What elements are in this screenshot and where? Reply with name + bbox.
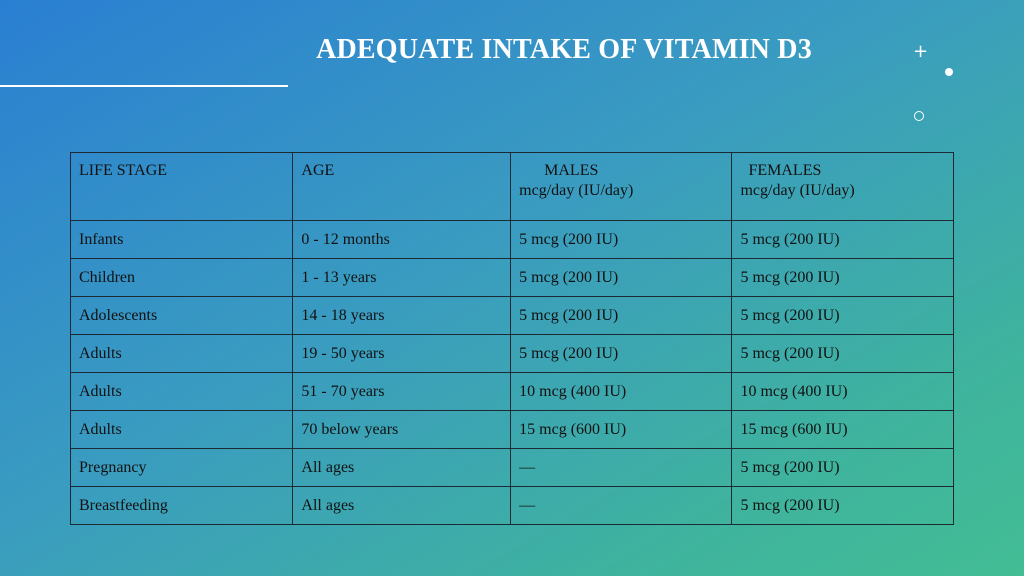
header-life-stage: LIFE STAGE (69, 152, 294, 221)
cell-life-stage: Breastfeeding (69, 486, 294, 525)
cell-age: 51 - 70 years (292, 372, 512, 411)
vitamin-d3-intake-table: LIFE STAGE AGE MALES mcg/day (IU/day) FE… (69, 152, 954, 525)
table-header-row: LIFE STAGE AGE MALES mcg/day (IU/day) FE… (69, 152, 954, 221)
cell-females: 5 mcg (200 IU) (731, 258, 954, 297)
table-row: Children 1 - 13 years 5 mcg (200 IU) 5 m… (69, 258, 954, 297)
table-row: Pregnancy All ages — 5 mcg (200 IU) (69, 448, 954, 487)
cell-life-stage: Infants (69, 220, 294, 259)
header-females-unit: mcg/day (IU/day) (740, 182, 855, 199)
table-row: Adolescents 14 - 18 years 5 mcg (200 IU)… (69, 296, 954, 335)
cell-males: 5 mcg (200 IU) (510, 258, 733, 297)
cell-life-stage: Adolescents (69, 296, 294, 335)
cell-females: 5 mcg (200 IU) (731, 486, 954, 525)
header-females: FEMALES mcg/day (IU/day) (731, 152, 954, 221)
cell-life-stage: Adults (69, 372, 294, 411)
cell-life-stage: Pregnancy (69, 448, 294, 487)
cell-age: 1 - 13 years (292, 258, 512, 297)
cell-females: 15 mcg (600 IU) (731, 410, 954, 449)
cell-age: 70 below years (292, 410, 512, 449)
header-males-unit: mcg/day (IU/day) (519, 182, 634, 199)
cell-females: 5 mcg (200 IU) (731, 296, 954, 335)
table-row: Breastfeeding All ages — 5 mcg (200 IU) (69, 486, 954, 525)
cell-males: 5 mcg (200 IU) (510, 220, 733, 259)
table-row: Infants 0 - 12 months 5 mcg (200 IU) 5 m… (69, 220, 954, 259)
cell-age: 19 - 50 years (292, 334, 512, 373)
table-row: Adults 19 - 50 years 5 mcg (200 IU) 5 mc… (69, 334, 954, 373)
cell-males: 15 mcg (600 IU) (510, 410, 733, 449)
cell-life-stage: Adults (69, 334, 294, 373)
cell-males: 5 mcg (200 IU) (510, 296, 733, 335)
cell-males: 5 mcg (200 IU) (510, 334, 733, 373)
header-females-label: FEMALES (748, 162, 822, 179)
ring-icon (914, 111, 924, 121)
cell-females: 5 mcg (200 IU) (731, 448, 954, 487)
cell-age: All ages (292, 486, 512, 525)
cell-age: All ages (292, 448, 512, 487)
header-males: MALES mcg/day (IU/day) (510, 152, 733, 221)
table-row: Adults 70 below years 15 mcg (600 IU) 15… (69, 410, 954, 449)
cell-females: 10 mcg (400 IU) (731, 372, 954, 411)
table-row: Adults 51 - 70 years 10 mcg (400 IU) 10 … (69, 372, 954, 411)
header-males-label: MALES (544, 162, 599, 179)
dot-icon (945, 68, 953, 76)
cell-age: 14 - 18 years (292, 296, 512, 335)
cell-life-stage: Adults (69, 410, 294, 449)
page-title: ADEQUATE INTAKE OF VITAMIN D3 (316, 34, 812, 65)
title-underline (0, 85, 288, 87)
plus-icon: + (913, 41, 929, 62)
cell-life-stage: Children (69, 258, 294, 297)
cell-females: 5 mcg (200 IU) (731, 334, 954, 373)
cell-age: 0 - 12 months (292, 220, 512, 259)
cell-females: 5 mcg (200 IU) (731, 220, 954, 259)
header-age: AGE (292, 152, 512, 221)
cell-males: — (510, 448, 733, 487)
cell-males: — (510, 486, 733, 525)
cell-males: 10 mcg (400 IU) (510, 372, 733, 411)
